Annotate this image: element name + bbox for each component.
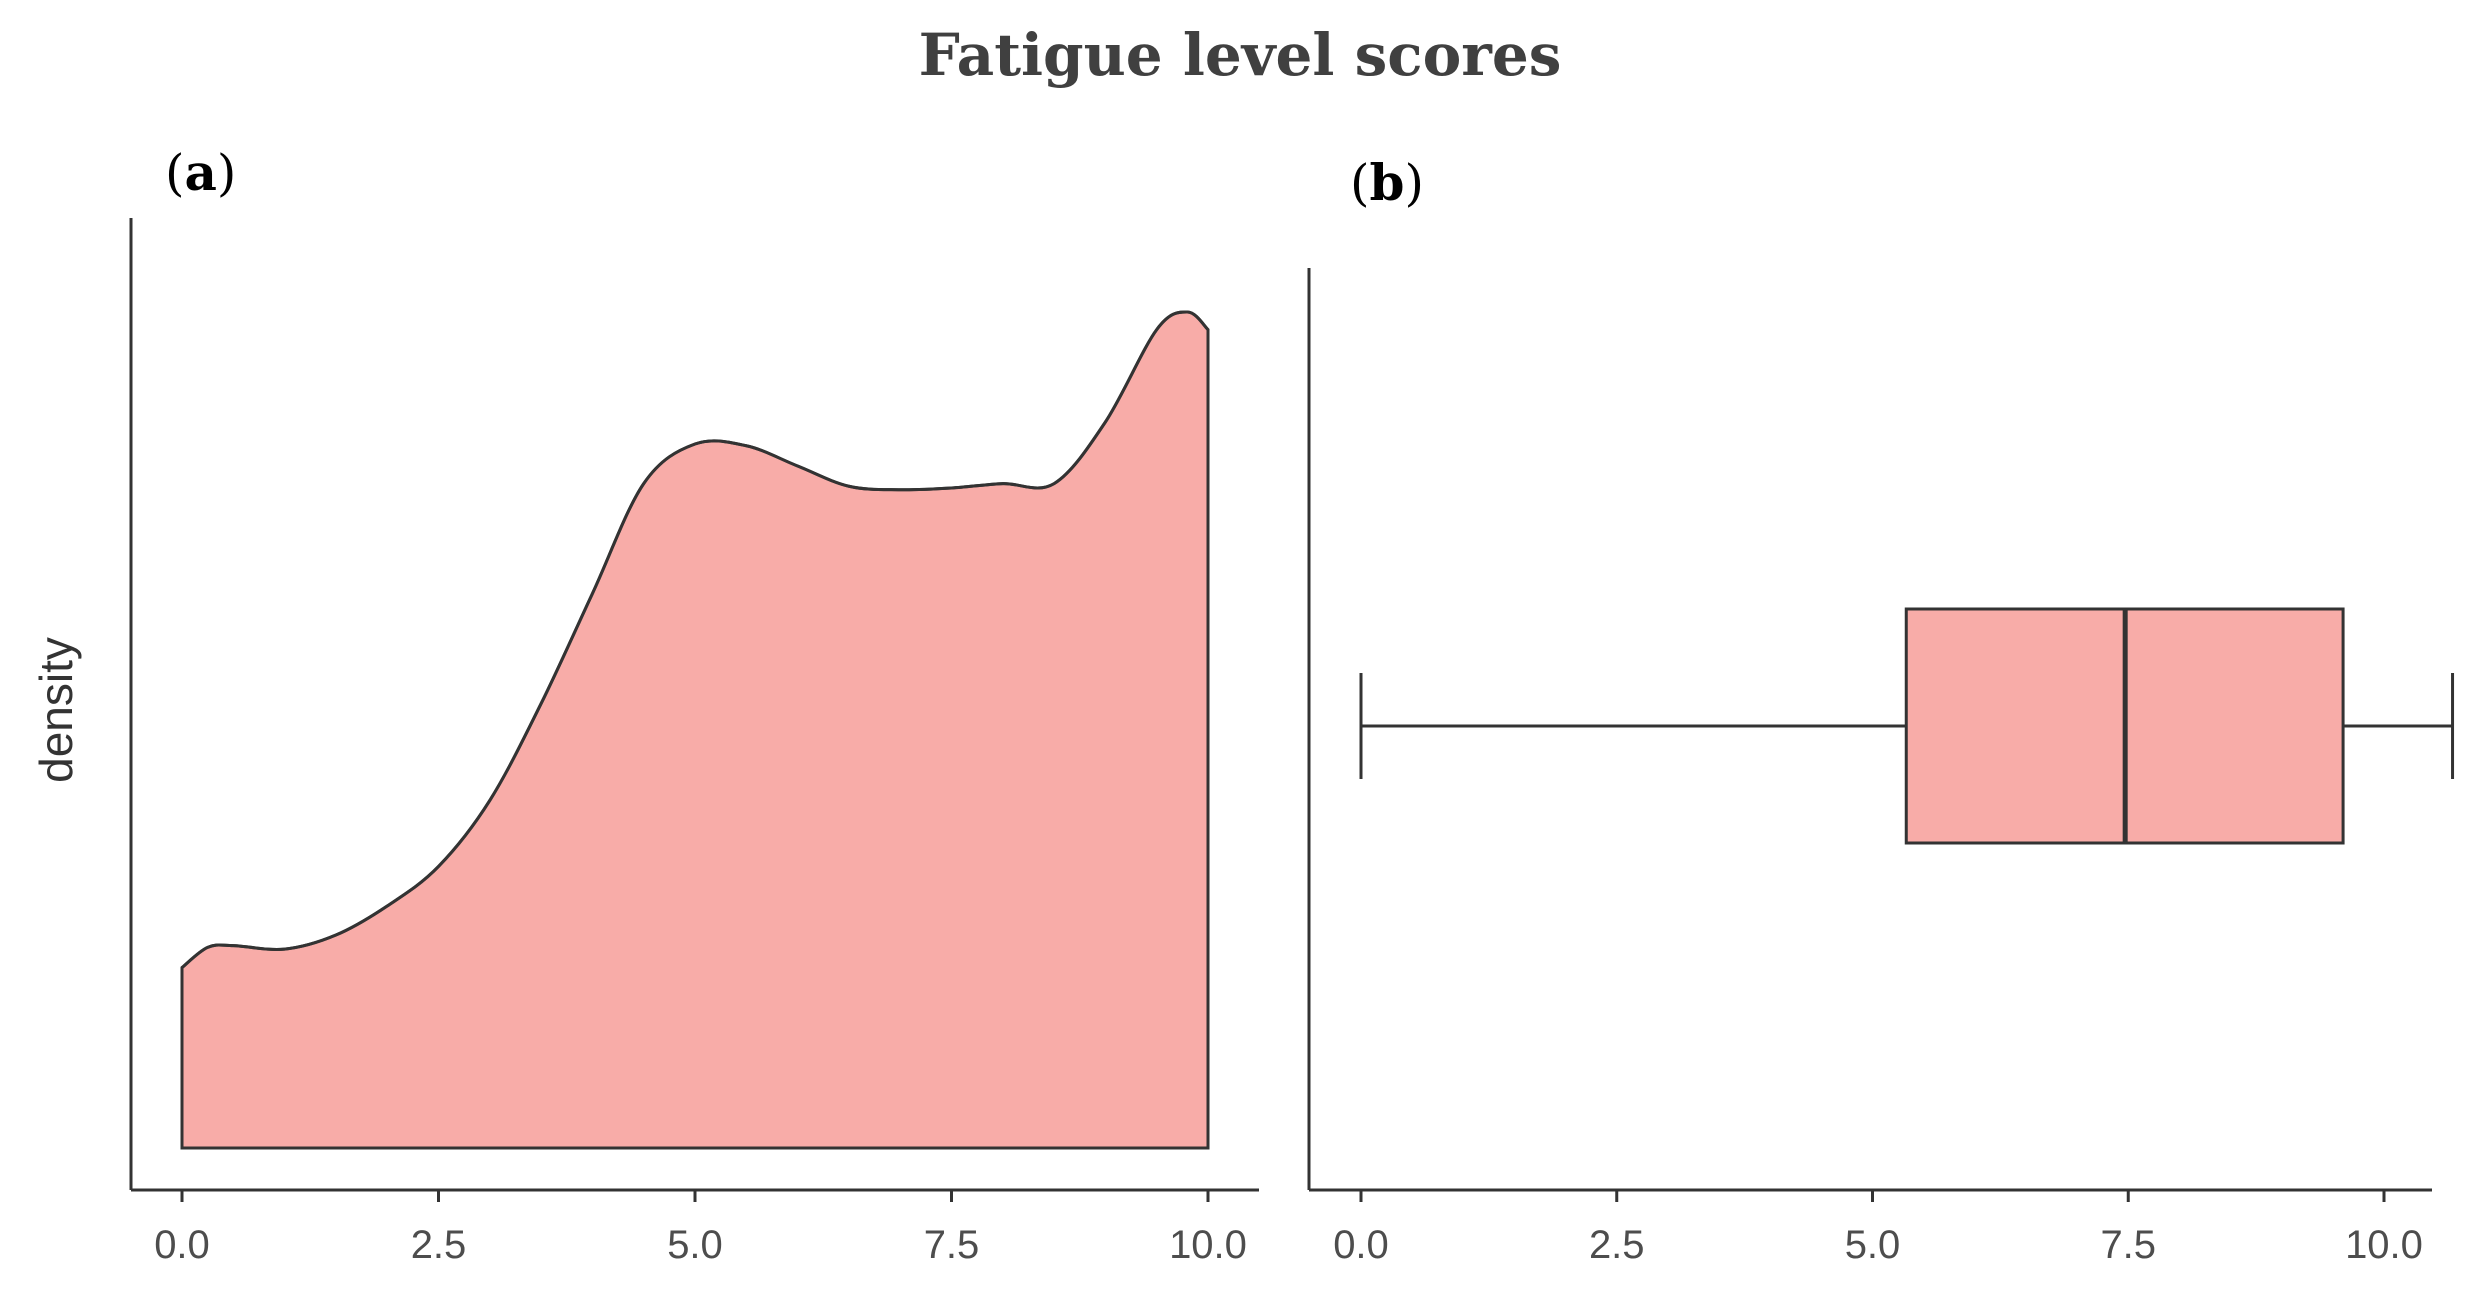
x-tick-label: 7.5 — [924, 1223, 980, 1267]
x-tick-label: 5.0 — [667, 1223, 723, 1267]
x-tick-label: 7.5 — [2100, 1223, 2156, 1267]
panel-a-label: (a) — [165, 143, 236, 202]
boxplot — [1359, 607, 2455, 845]
panel-b-letter: b — [1370, 153, 1405, 212]
x-tick-label: 10.0 — [1169, 1223, 1247, 1267]
x-tick-label: 0.0 — [1333, 1223, 1389, 1267]
x-tick-label: 2.5 — [1589, 1223, 1645, 1267]
panel-a-letter: a — [185, 143, 217, 202]
panel-b-x-ticks: 0.0 2.5 5.0 7.5 10.0 — [1333, 1190, 2423, 1267]
panel-b: (b) 0.0 2.5 5.0 7.5 10.0 — [1307, 153, 2455, 1267]
panel-b-label: (b) — [1350, 153, 1424, 212]
panel-a-y-axis-title: density — [30, 637, 82, 783]
panel-a-x-ticks: 0.0 2.5 5.0 7.5 10.0 — [154, 1190, 1247, 1267]
density-curve — [181, 310, 1210, 969]
panel-a: (a) density 0.0 2.5 5.0 7.5 10.0 — [30, 143, 1259, 1267]
x-tick-label: 2.5 — [411, 1223, 467, 1267]
figure-title: Fatigue level scores — [919, 21, 1562, 89]
density-area — [180, 310, 1210, 1150]
x-tick-label: 0.0 — [154, 1223, 210, 1267]
x-tick-label: 5.0 — [1845, 1223, 1901, 1267]
x-tick-label: 10.0 — [2345, 1223, 2423, 1267]
